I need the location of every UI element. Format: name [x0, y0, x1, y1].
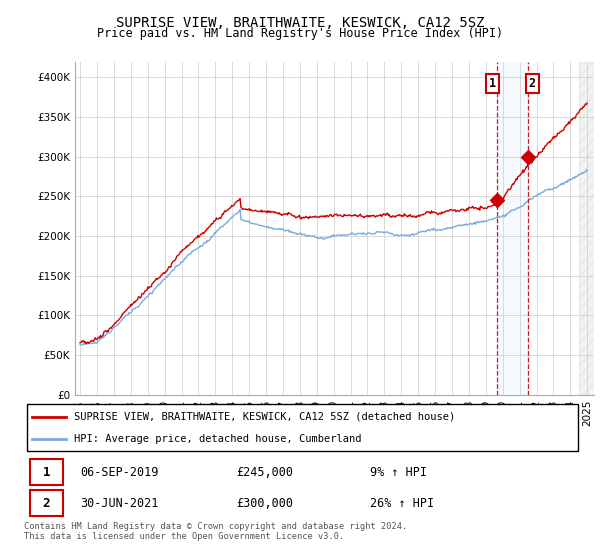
- FancyBboxPatch shape: [27, 404, 578, 451]
- Text: 2: 2: [43, 497, 50, 510]
- Text: SUPRISE VIEW, BRAITHWAITE, KESWICK, CA12 5SZ: SUPRISE VIEW, BRAITHWAITE, KESWICK, CA12…: [116, 16, 484, 30]
- Text: Contains HM Land Registry data © Crown copyright and database right 2024.
This d: Contains HM Land Registry data © Crown c…: [24, 522, 407, 542]
- Text: £300,000: £300,000: [236, 497, 293, 510]
- FancyBboxPatch shape: [29, 491, 63, 516]
- Bar: [579, 62, 596, 395]
- Text: £245,000: £245,000: [236, 466, 293, 479]
- Bar: [497, 62, 528, 395]
- Text: 1: 1: [490, 77, 496, 90]
- Text: 26% ↑ HPI: 26% ↑ HPI: [370, 497, 434, 510]
- Text: 2: 2: [529, 77, 536, 90]
- Text: HPI: Average price, detached house, Cumberland: HPI: Average price, detached house, Cumb…: [74, 434, 362, 444]
- Text: 06-SEP-2019: 06-SEP-2019: [80, 466, 158, 479]
- Text: SUPRISE VIEW, BRAITHWAITE, KESWICK, CA12 5SZ (detached house): SUPRISE VIEW, BRAITHWAITE, KESWICK, CA12…: [74, 412, 455, 422]
- Text: 30-JUN-2021: 30-JUN-2021: [80, 497, 158, 510]
- FancyBboxPatch shape: [29, 459, 63, 486]
- Text: 1: 1: [43, 466, 50, 479]
- Text: 9% ↑ HPI: 9% ↑ HPI: [370, 466, 427, 479]
- Text: Price paid vs. HM Land Registry's House Price Index (HPI): Price paid vs. HM Land Registry's House …: [97, 27, 503, 40]
